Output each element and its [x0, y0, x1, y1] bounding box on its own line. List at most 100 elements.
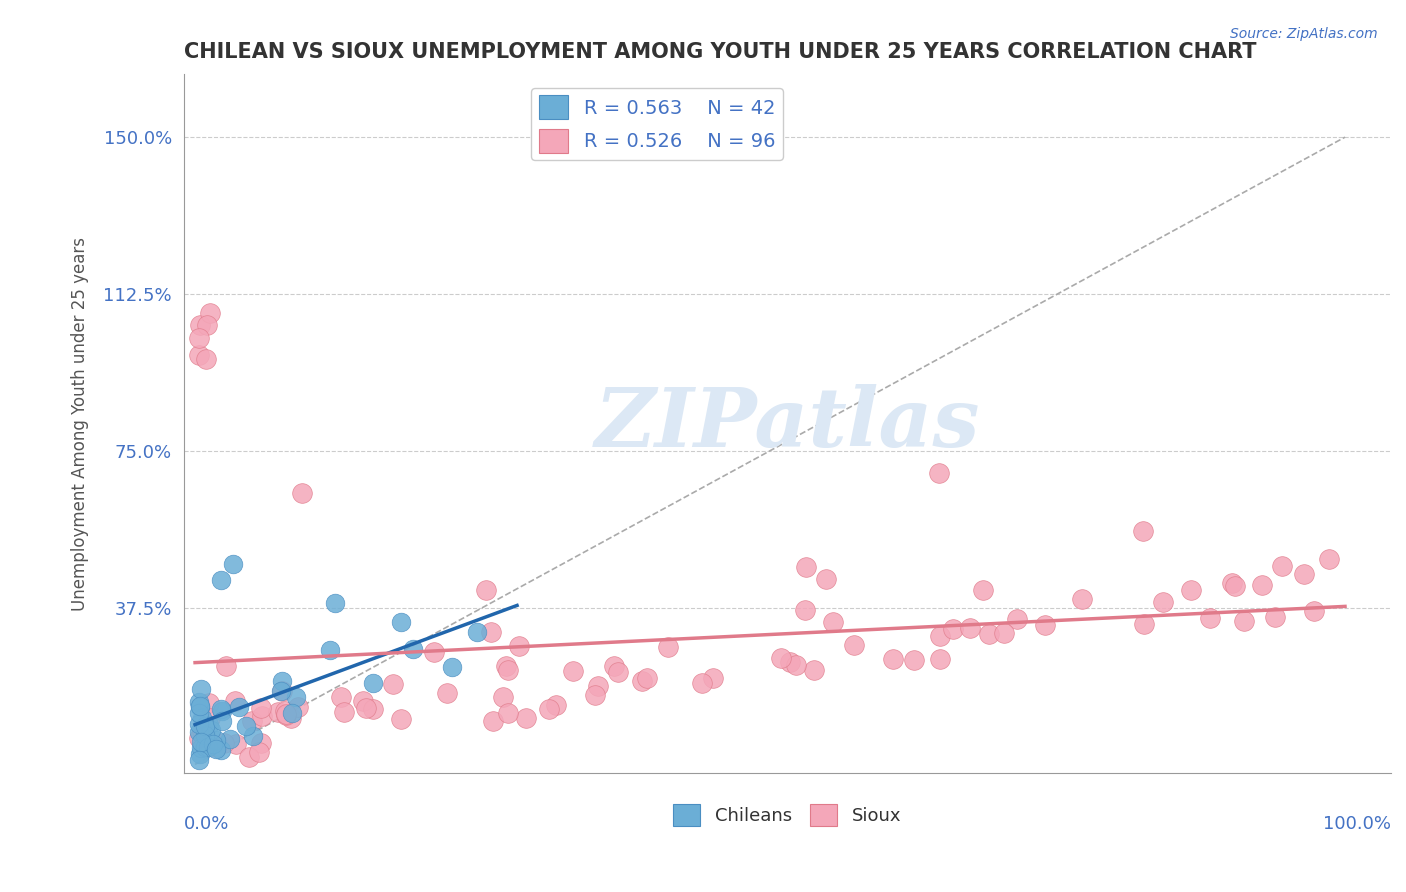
- Point: [1292, 566, 1315, 581]
- Point: [440, 659, 463, 673]
- Point: [274, 705, 297, 719]
- Point: [224, 694, 246, 708]
- Point: [1133, 616, 1156, 631]
- Point: [821, 615, 844, 630]
- Point: [190, 735, 212, 749]
- Point: [562, 664, 585, 678]
- Point: [270, 683, 292, 698]
- Point: [959, 621, 981, 635]
- Point: [242, 729, 264, 743]
- Point: [188, 747, 211, 762]
- Point: [212, 736, 235, 750]
- Point: [219, 731, 242, 746]
- Point: [977, 627, 1000, 641]
- Point: [1264, 609, 1286, 624]
- Point: [266, 706, 288, 720]
- Text: Source: ZipAtlas.com: Source: ZipAtlas.com: [1230, 27, 1378, 41]
- Point: [205, 733, 228, 747]
- Point: [201, 737, 224, 751]
- Point: [187, 348, 209, 362]
- Point: [333, 705, 356, 719]
- Point: [250, 709, 273, 723]
- Point: [1220, 576, 1243, 591]
- Point: [240, 714, 263, 729]
- Point: [225, 737, 247, 751]
- Point: [793, 603, 815, 617]
- Point: [903, 652, 925, 666]
- Point: [882, 652, 904, 666]
- Point: [280, 711, 302, 725]
- Text: 0.0%: 0.0%: [184, 814, 229, 832]
- Point: [929, 652, 952, 666]
- Point: [197, 718, 219, 732]
- Point: [479, 624, 502, 639]
- Point: [187, 725, 209, 739]
- Point: [1070, 591, 1092, 606]
- Point: [1198, 611, 1220, 625]
- Point: [187, 753, 209, 767]
- Point: [188, 700, 211, 714]
- Point: [842, 638, 865, 652]
- Point: [389, 712, 412, 726]
- Point: [1033, 618, 1056, 632]
- Point: [197, 739, 219, 754]
- Text: CHILEAN VS SIOUX UNEMPLOYMENT AMONG YOUTH UNDER 25 YEARS CORRELATION CHART: CHILEAN VS SIOUX UNEMPLOYMENT AMONG YOUT…: [184, 42, 1256, 62]
- Point: [323, 596, 346, 610]
- Y-axis label: Unemployment Among Youth under 25 years: Unemployment Among Youth under 25 years: [72, 236, 89, 611]
- Point: [287, 699, 309, 714]
- Point: [361, 675, 384, 690]
- Point: [942, 622, 965, 636]
- Point: [1250, 578, 1272, 592]
- Point: [188, 318, 211, 333]
- Point: [270, 674, 292, 689]
- Point: [1180, 582, 1202, 597]
- Point: [191, 723, 214, 738]
- Point: [195, 318, 218, 333]
- Point: [401, 641, 423, 656]
- Point: [329, 690, 352, 705]
- Point: [211, 742, 233, 756]
- Point: [222, 557, 245, 571]
- Point: [702, 671, 724, 685]
- Point: [657, 640, 679, 654]
- Point: [190, 682, 212, 697]
- Point: [779, 656, 801, 670]
- Point: [467, 624, 489, 639]
- Point: [1233, 614, 1256, 628]
- Point: [515, 711, 537, 725]
- Point: [209, 702, 232, 716]
- Point: [191, 711, 214, 725]
- Point: [190, 699, 212, 714]
- Point: [215, 658, 238, 673]
- Text: ZIPatlas: ZIPatlas: [595, 384, 980, 464]
- Point: [1132, 524, 1154, 538]
- Point: [238, 749, 260, 764]
- Legend: Chileans, Sioux: Chileans, Sioux: [666, 797, 908, 833]
- Point: [284, 690, 307, 704]
- Point: [495, 659, 517, 673]
- Point: [211, 714, 233, 728]
- Point: [274, 706, 297, 721]
- Point: [928, 466, 950, 480]
- Point: [544, 698, 567, 713]
- Point: [422, 645, 444, 659]
- Point: [200, 723, 222, 738]
- Point: [796, 560, 818, 574]
- Point: [204, 742, 226, 756]
- Point: [381, 677, 404, 691]
- Point: [1223, 579, 1246, 593]
- Point: [211, 705, 233, 719]
- Point: [537, 702, 560, 716]
- Point: [631, 673, 654, 688]
- Point: [481, 714, 503, 728]
- Point: [814, 572, 837, 586]
- Text: 100.0%: 100.0%: [1323, 814, 1391, 832]
- Point: [1152, 595, 1174, 609]
- Point: [188, 717, 211, 731]
- Point: [319, 643, 342, 657]
- Point: [193, 736, 215, 750]
- Point: [492, 690, 515, 705]
- Point: [1005, 612, 1028, 626]
- Point: [785, 657, 807, 672]
- Point: [281, 706, 304, 720]
